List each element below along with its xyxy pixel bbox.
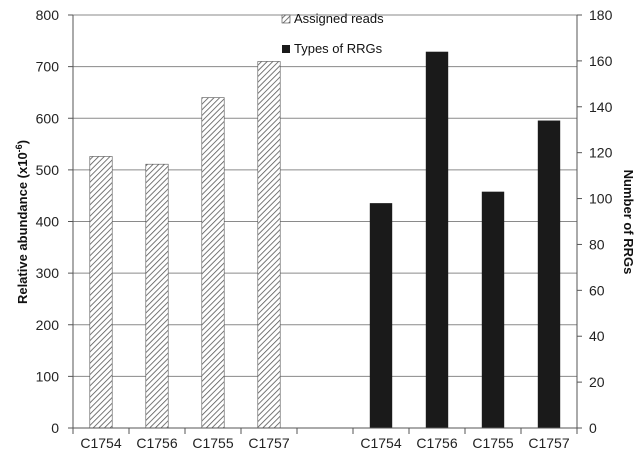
x-tick-label: C1755 [192,435,233,451]
bar-assigned-reads-c1756 [145,163,169,429]
x-tick-label: C1756 [416,435,457,451]
y-tick-label: 0 [51,420,59,436]
x-tick-label: C1757 [528,435,569,451]
legend-swatch-assigned-reads [281,14,291,24]
bar-assigned-reads-c1754 [89,156,113,429]
bar-types-of-rrgs-c1757 [537,120,561,429]
y-tick-label: 700 [36,59,60,75]
bar-types-of-rrgs-c1754 [369,203,393,428]
y-tick-label: 500 [36,162,60,178]
y-tick-label: 300 [36,265,60,281]
y-tick-label: 200 [36,317,60,333]
y2-tick-label: 160 [589,53,613,69]
x-tick-label: C1756 [136,435,177,451]
x-tick-label: C1757 [248,435,289,451]
y2-tick-label: 20 [589,374,605,390]
x-tick-label: C1754 [80,435,121,451]
y2-tick-label: 180 [589,7,613,23]
y-tick-label: 800 [36,7,60,23]
y2-tick-label: 120 [589,145,613,161]
y2-axis-title: Number of RRGs [621,170,636,275]
bar-assigned-reads-c1755 [201,97,225,429]
y2-tick-label: 100 [589,191,613,207]
legend-label-types-of-rrgs: Types of RRGs [294,41,383,56]
y-axis-title: Relative abundance (x10-6) [14,140,30,304]
x-tick-label: C1754 [360,435,401,451]
legend-swatch-types-of-rrgs [282,45,290,53]
y-tick-label: 100 [36,368,60,384]
y-tick-label: 400 [36,214,60,230]
y2-tick-label: 80 [589,236,605,252]
x-tick-label: C1755 [472,435,513,451]
legend: Assigned reads Types of RRGs [281,11,384,56]
legend-label-assigned-reads: Assigned reads [294,11,384,26]
y2-tick-label: 40 [589,328,605,344]
y-tick-label: 600 [36,110,60,126]
y2-tick-label: 0 [589,420,597,436]
tick-labels: 0 100 200 300 400 500 600 700 800 0 20 40 60 80 100 120… [36,7,613,451]
y2-tick-label: 140 [589,99,613,115]
bar-types-of-rrgs-c1756 [425,51,449,428]
y2-tick-label: 60 [589,282,605,298]
bars [89,51,561,429]
bar-assigned-reads-c1757 [257,61,281,429]
bar-types-of-rrgs-c1755 [481,191,505,428]
axes [68,14,582,434]
